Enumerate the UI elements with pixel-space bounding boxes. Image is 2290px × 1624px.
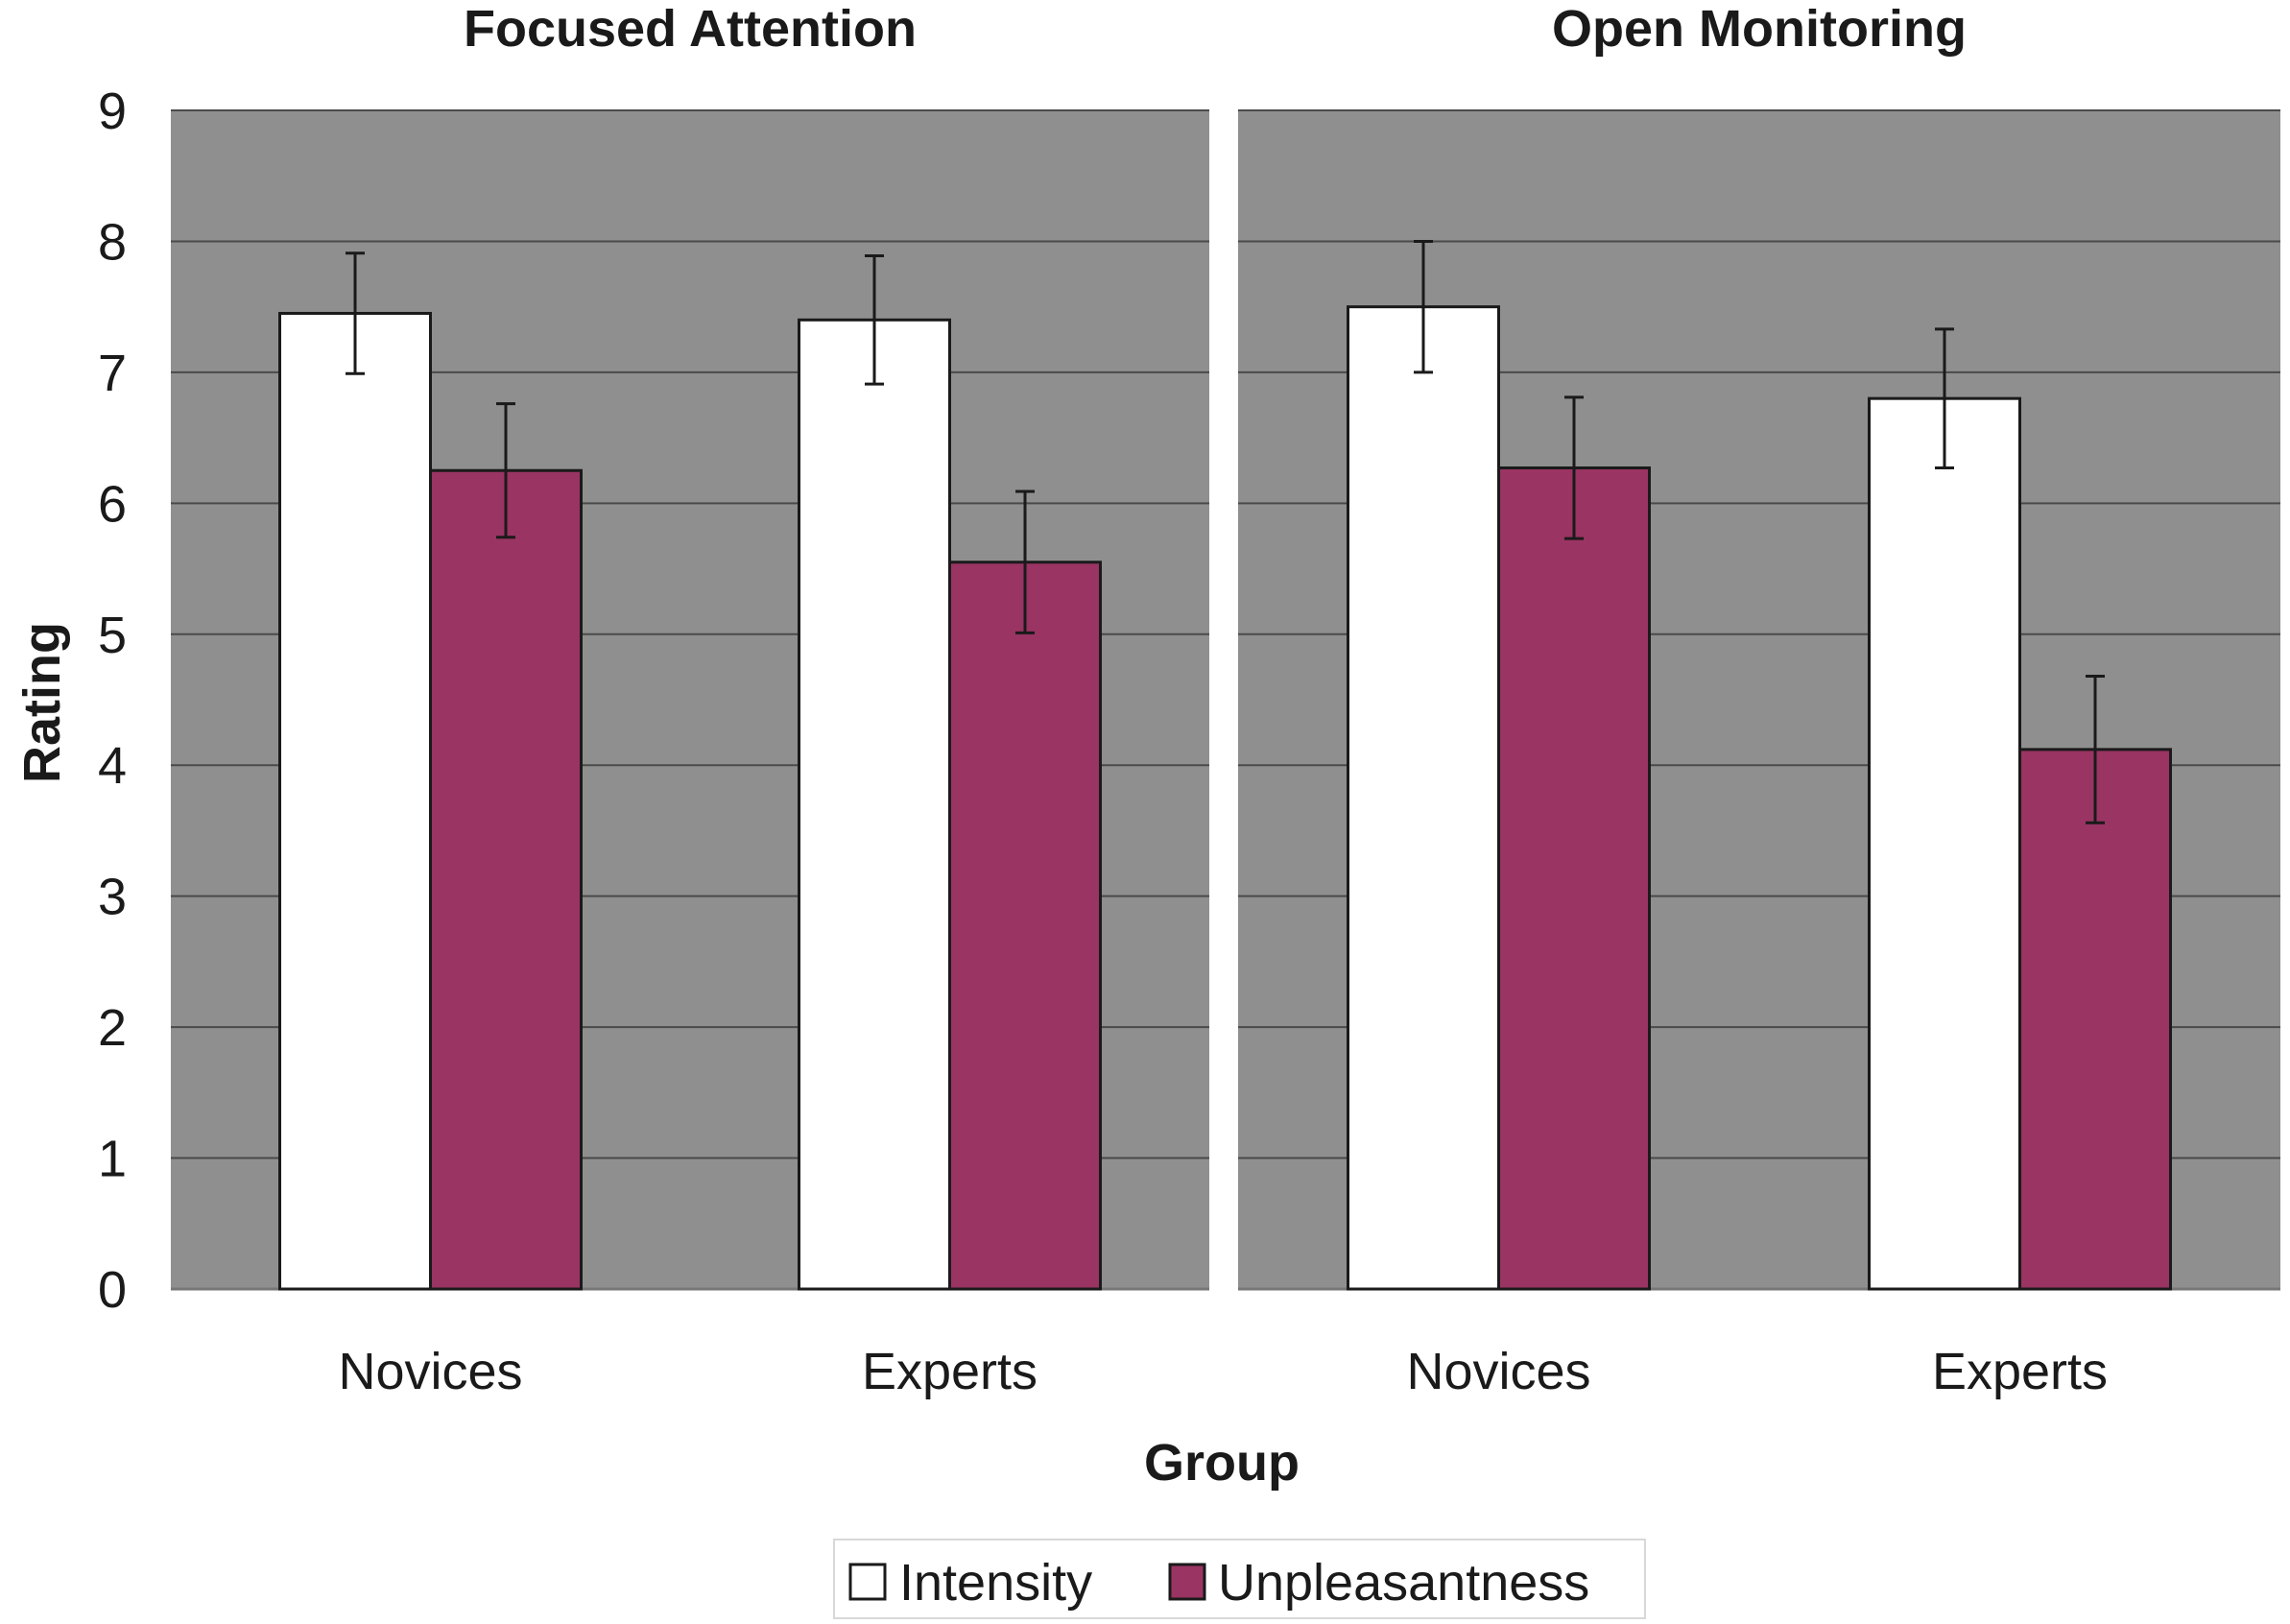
y-tick-label: 3: [98, 869, 127, 926]
legend-label-unpleasantness: Unpleasantness: [1218, 1554, 1589, 1612]
category-label: Novices: [1406, 1343, 1590, 1400]
bar-unpleasantness: [2018, 748, 2172, 1291]
y-tick-label: 4: [98, 737, 127, 795]
y-axis-title: Rating: [13, 622, 71, 783]
panel-1: Open Monitoring Novices Experts: [1238, 0, 2280, 1400]
bar-intensity: [1347, 305, 1500, 1291]
category-label: Experts: [862, 1343, 1038, 1400]
panel-0: Focused Attention Novices Experts: [171, 0, 1209, 1400]
legend-box: [833, 1539, 1646, 1619]
y-tick-label: 5: [98, 607, 127, 664]
panel-title: Focused Attention: [464, 0, 917, 58]
y-tick-label: 2: [98, 999, 127, 1057]
bar-unpleasantness: [1497, 466, 1651, 1291]
y-tick-label: 1: [98, 1131, 127, 1188]
bar-intensity: [798, 318, 951, 1291]
legend-swatch-unpleasantness: [1168, 1563, 1206, 1601]
legend: Intensity Unpleasantness: [833, 1539, 1646, 1619]
category-label: Novices: [338, 1343, 522, 1400]
y-tick-label: 0: [98, 1261, 127, 1319]
bar-unpleasantness: [948, 561, 1102, 1291]
y-tick-label: 7: [98, 345, 127, 402]
legend-swatch-intensity: [848, 1563, 887, 1601]
category-label: Experts: [1932, 1343, 2108, 1400]
panel-title: Open Monitoring: [1552, 0, 1967, 58]
x-axis-title: Group: [1144, 1434, 1300, 1492]
bar-unpleasantness: [429, 468, 583, 1291]
y-axis-ticks: 0 1 2 3 4 5 6 7 8 9: [98, 83, 127, 1319]
y-tick-label: 6: [98, 475, 127, 533]
y-tick-label: 9: [98, 83, 127, 140]
bar-intensity: [1868, 396, 2021, 1291]
y-tick-label: 8: [98, 213, 127, 271]
legend-label-intensity: Intensity: [899, 1554, 1092, 1612]
bar-intensity: [278, 311, 432, 1291]
